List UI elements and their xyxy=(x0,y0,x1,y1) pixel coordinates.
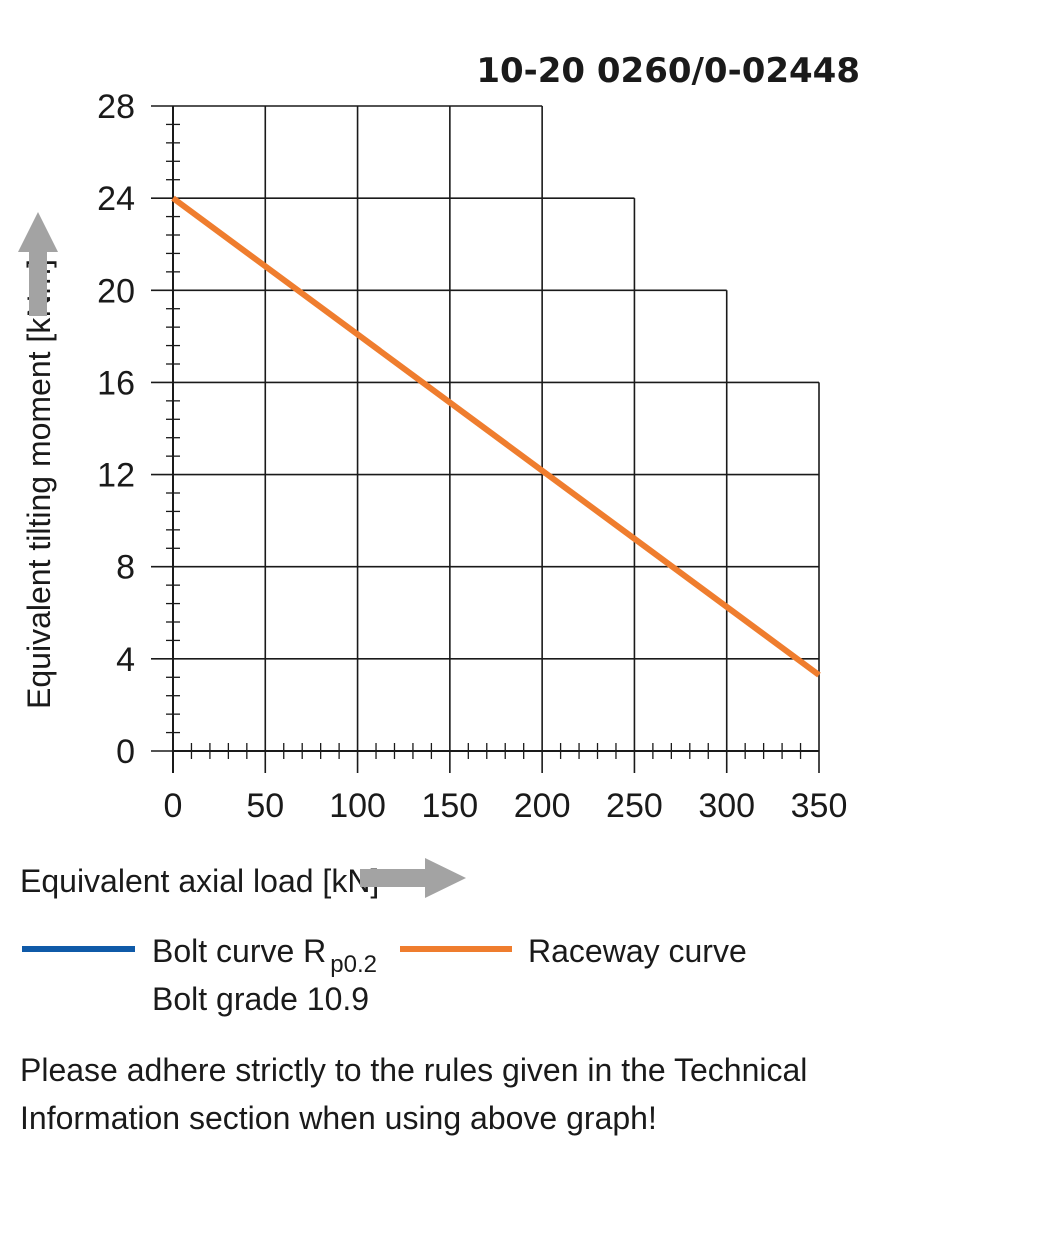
usage-note: Please adhere strictly to the rules give… xyxy=(20,1046,808,1142)
x-tick-label-150: 150 xyxy=(421,787,478,825)
series-line-raceway-curve xyxy=(171,195,821,678)
minor-ticks xyxy=(166,123,802,759)
y-tick-labels: 0 4 8 12 16 20 24 28 xyxy=(97,88,135,771)
y-tick-label-28: 28 xyxy=(97,88,135,126)
x-axis-label: Equivalent axial load [kN] xyxy=(20,863,379,899)
x-tick-label-350: 350 xyxy=(791,787,848,825)
x-tick-labels: 0 50 100 150 200 250 300 350 xyxy=(164,787,848,825)
x-tick-label-100: 100 xyxy=(329,787,386,825)
x-tick-label-300: 300 xyxy=(698,787,755,825)
chart-title: 10-20 0260/0-02448 xyxy=(476,51,860,91)
x-tick-label-0: 0 xyxy=(164,787,183,825)
y-tick-label-0: 0 xyxy=(116,733,135,771)
legend-label-bolt-grade: Bolt grade 10.9 xyxy=(152,981,369,1017)
usage-note-line-1: Please adhere strictly to the rules give… xyxy=(20,1052,808,1088)
x-tick-label-200: 200 xyxy=(514,787,571,825)
grid xyxy=(151,105,820,773)
y-tick-label-20: 20 xyxy=(97,272,135,310)
x-axis-arrow-icon xyxy=(360,858,466,898)
y-axis-label: Equivalent tilting moment [kNm] xyxy=(21,259,57,709)
y-tick-label-8: 8 xyxy=(116,549,135,587)
usage-note-line-2: Information section when using above gra… xyxy=(20,1100,657,1136)
legend-label-raceway-curve: Raceway curve xyxy=(528,933,747,969)
x-tick-label-50: 50 xyxy=(246,787,284,825)
y-tick-label-4: 4 xyxy=(116,641,135,679)
y-tick-label-24: 24 xyxy=(97,180,135,218)
y-tick-label-12: 12 xyxy=(97,457,135,495)
y-tick-label-16: 16 xyxy=(97,364,135,402)
y-axis-arrow-icon xyxy=(18,212,58,316)
x-tick-label-250: 250 xyxy=(606,787,663,825)
series xyxy=(171,195,821,678)
